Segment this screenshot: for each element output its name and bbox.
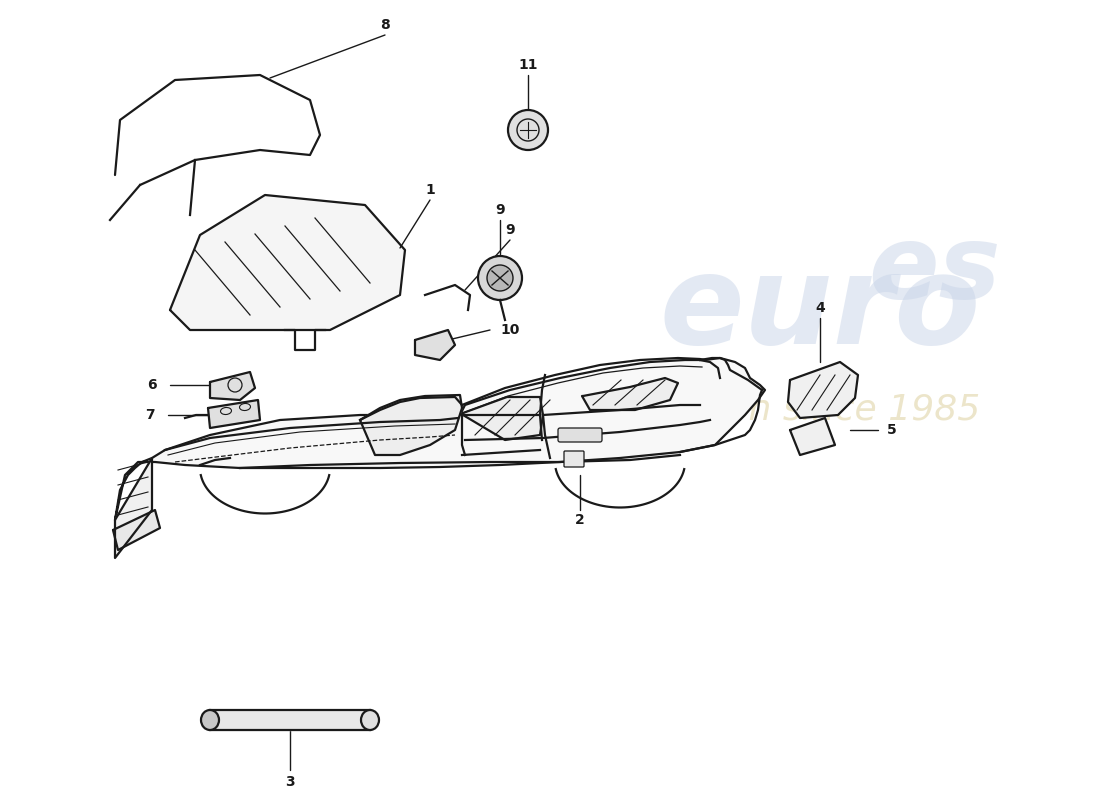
- Text: 8: 8: [381, 18, 389, 32]
- Text: es: es: [869, 219, 1001, 321]
- Polygon shape: [116, 358, 764, 520]
- Text: 1: 1: [425, 183, 435, 197]
- Polygon shape: [360, 395, 462, 455]
- Polygon shape: [208, 400, 260, 428]
- Text: euro: euro: [659, 250, 980, 370]
- Polygon shape: [788, 362, 858, 418]
- FancyBboxPatch shape: [564, 451, 584, 467]
- Text: 7: 7: [145, 408, 155, 422]
- Text: 9: 9: [495, 203, 505, 217]
- Polygon shape: [415, 330, 455, 360]
- Circle shape: [487, 265, 513, 291]
- Circle shape: [478, 256, 522, 300]
- Text: 6: 6: [147, 378, 157, 392]
- Text: 3: 3: [285, 775, 295, 789]
- Polygon shape: [210, 372, 255, 400]
- Polygon shape: [170, 195, 405, 330]
- Text: 5: 5: [887, 423, 896, 437]
- Text: 9: 9: [505, 223, 515, 237]
- Circle shape: [508, 110, 548, 150]
- Ellipse shape: [201, 710, 219, 730]
- Text: 10: 10: [500, 323, 519, 337]
- Text: 2: 2: [575, 513, 585, 527]
- Polygon shape: [463, 397, 543, 440]
- Text: a passion since 1985: a passion since 1985: [600, 393, 980, 427]
- Text: 4: 4: [815, 301, 825, 315]
- Polygon shape: [116, 458, 152, 558]
- FancyBboxPatch shape: [558, 428, 602, 442]
- Polygon shape: [790, 418, 835, 455]
- Polygon shape: [582, 378, 678, 410]
- Ellipse shape: [361, 710, 379, 730]
- Text: 11: 11: [518, 58, 538, 72]
- Polygon shape: [113, 510, 160, 550]
